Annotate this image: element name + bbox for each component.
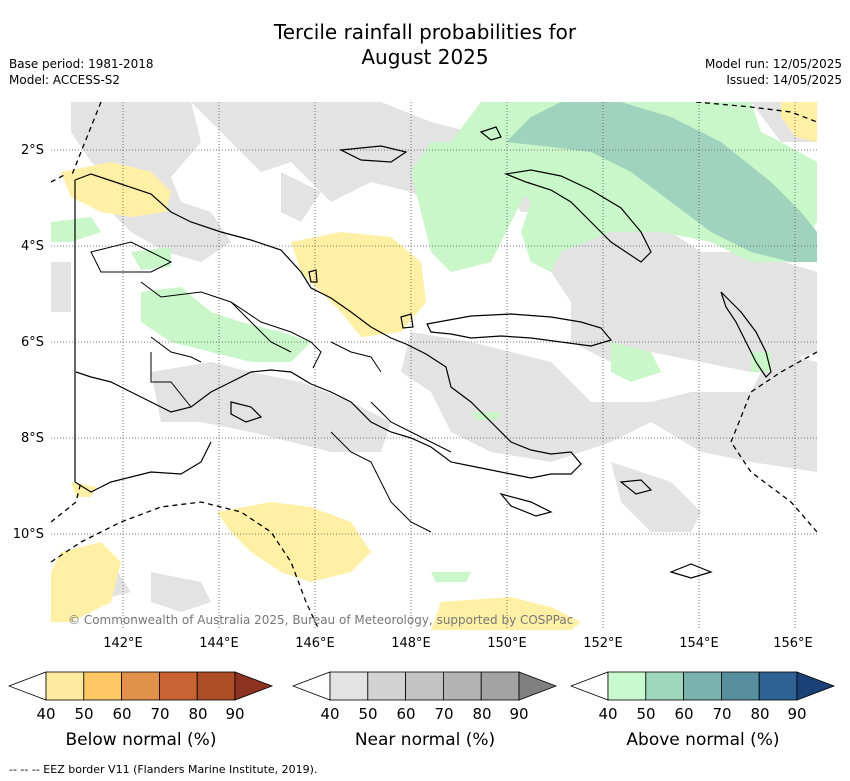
colorbar-segment	[158, 671, 198, 701]
tick-label: 50	[636, 705, 656, 723]
colorbar-under-triangle	[292, 671, 331, 701]
legend-above-normal: 40 50 60 70 80 90	[570, 670, 836, 723]
colorbar-above-normal	[570, 671, 836, 701]
colorbar-below-normal	[8, 671, 274, 701]
legend-title-below-normal: Below normal (%)	[65, 730, 217, 750]
lat-label-4s: 4°S	[20, 239, 44, 254]
eez-border	[51, 102, 817, 630]
tick-label: 90	[787, 705, 807, 723]
title-line-2: August 2025	[361, 45, 489, 69]
copyright-notice: © Commonwealth of Australia 2025, Bureau…	[68, 613, 574, 627]
colorbar-segment	[121, 671, 160, 701]
lon-label-144e: 144°E	[199, 636, 239, 651]
colorbar-segment	[607, 671, 647, 701]
eez-footnote: -- -- -- EEZ border V11 (Flanders Marine…	[9, 763, 318, 776]
tick-label: 60	[112, 705, 132, 723]
tick-label: 70	[712, 705, 732, 723]
tick-label: 50	[74, 705, 94, 723]
map-canvas	[51, 102, 817, 630]
colorbar-segment	[196, 671, 236, 701]
tick-label: 70	[150, 705, 170, 723]
colorbar-segment	[405, 671, 444, 701]
colorbar-over-triangle	[796, 671, 836, 701]
colorbar-segment	[683, 671, 722, 701]
colorbar-ticks-above-normal: 40 50 60 70 80 90	[570, 702, 836, 723]
colorbar-segment	[83, 671, 123, 701]
lon-label-148e: 148°E	[391, 636, 431, 651]
model-info: Base period: 1981-2018 Model: ACCESS-S2	[9, 56, 154, 88]
colorbar-under-triangle	[570, 671, 609, 701]
probability-map	[51, 102, 817, 630]
colorbar-segment	[442, 671, 482, 701]
lon-label-156e: 156°E	[773, 636, 813, 651]
coastline	[74, 126, 772, 579]
tick-label: 60	[396, 705, 416, 723]
legend-below-normal: 40 50 60 70 80 90	[8, 670, 274, 723]
lon-label-150e: 150°E	[487, 636, 527, 651]
map-title: Tercile rainfall probabilities for Augus…	[0, 20, 850, 70]
tick-label: 60	[674, 705, 694, 723]
tick-label: 80	[188, 705, 208, 723]
legend-title-above-normal: Above normal (%)	[626, 730, 780, 750]
tick-label: 50	[358, 705, 378, 723]
tick-label: 90	[225, 705, 245, 723]
lon-label-154e: 154°E	[679, 636, 719, 651]
lon-label-152e: 152°E	[583, 636, 623, 651]
lat-label-6s: 6°S	[20, 335, 44, 350]
tick-label: 70	[434, 705, 454, 723]
below-normal-shading	[51, 102, 817, 630]
legend-near-normal: 40 50 60 70 80 90	[292, 670, 558, 723]
colorbar-segment	[720, 671, 760, 701]
model-run-date: Model run: 12/05/2025	[704, 57, 842, 71]
colorbar-segment	[367, 671, 407, 701]
model-name: Model: ACCESS-S2	[9, 73, 121, 87]
graticule	[51, 102, 817, 630]
tick-label: 80	[472, 705, 492, 723]
lat-label-10s: 10°S	[12, 527, 44, 542]
colorbar-segment	[758, 671, 798, 701]
colorbar-segment	[45, 671, 85, 701]
colorbar-over-triangle	[518, 671, 558, 701]
tick-label: 80	[750, 705, 770, 723]
colorbar-ticks-near-normal: 40 50 60 70 80 90	[292, 702, 558, 723]
colorbar-segment	[645, 671, 685, 701]
legend-title-near-normal: Near normal (%)	[354, 730, 496, 750]
colorbar-segment	[480, 671, 520, 701]
tick-label: 40	[320, 705, 340, 723]
lon-label-146e: 146°E	[295, 636, 335, 651]
colorbar-near-normal	[292, 671, 558, 701]
title-line-1: Tercile rainfall probabilities for	[273, 20, 577, 44]
tick-label: 40	[598, 705, 618, 723]
tick-label: 90	[509, 705, 529, 723]
lon-label-142e: 142°E	[103, 636, 143, 651]
provincial-borders	[90, 241, 452, 533]
run-info: Model run: 12/05/2025 Issued: 14/05/2025	[705, 56, 842, 88]
colorbar-over-triangle	[234, 671, 274, 701]
base-period: Base period: 1981-2018	[9, 57, 154, 71]
colorbar-under-triangle	[8, 671, 47, 701]
issued-date: Issued: 14/05/2025	[726, 73, 842, 87]
lat-label-2s: 2°S	[20, 143, 44, 158]
above-normal-50-area	[506, 102, 817, 262]
colorbar-segment	[329, 671, 369, 701]
tick-label: 40	[36, 705, 56, 723]
colorbar-ticks-below-normal: 40 50 60 70 80 90	[8, 702, 274, 723]
lat-label-8s: 8°S	[20, 431, 44, 446]
